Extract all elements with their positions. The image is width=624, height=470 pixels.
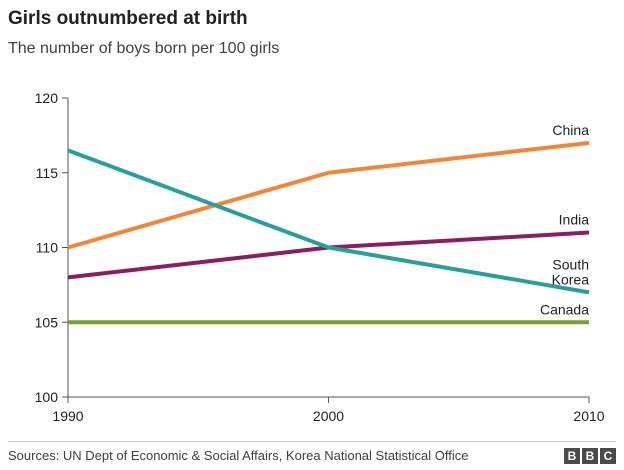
series-line xyxy=(67,148,590,295)
y-tick-label: 120 xyxy=(35,90,59,106)
series-label: Canada xyxy=(540,301,589,317)
y-tick-label: 115 xyxy=(36,165,59,181)
logo-letter: B xyxy=(582,448,598,464)
logo-letter: B xyxy=(564,448,580,464)
bbc-logo: B B C xyxy=(564,448,616,464)
x-tick-label: 1990 xyxy=(52,408,83,424)
footer-divider xyxy=(8,441,616,442)
y-tick-label: 100 xyxy=(35,389,59,405)
series-label: India xyxy=(559,212,590,228)
series-label: South xyxy=(552,256,589,272)
series-label: Korea xyxy=(552,271,590,287)
series-line xyxy=(67,140,590,250)
x-tick-label: 2010 xyxy=(573,408,604,424)
chart-title: Girls outnumbered at birth xyxy=(8,8,248,29)
series-line xyxy=(67,230,590,280)
source-note: Sources: UN Dept of Economic & Social Af… xyxy=(8,448,469,463)
y-tick-label: 110 xyxy=(36,240,59,256)
y-tick-label: 105 xyxy=(35,314,59,330)
chart-subtitle: The number of boys born per 100 girls xyxy=(8,40,280,57)
line-chart: 100 105 110 115 120 1990 2000 2010 China India Sou… xyxy=(35,90,605,424)
x-tick-label: 2000 xyxy=(313,408,344,424)
series-label: China xyxy=(552,122,589,138)
logo-letter: C xyxy=(600,448,616,464)
